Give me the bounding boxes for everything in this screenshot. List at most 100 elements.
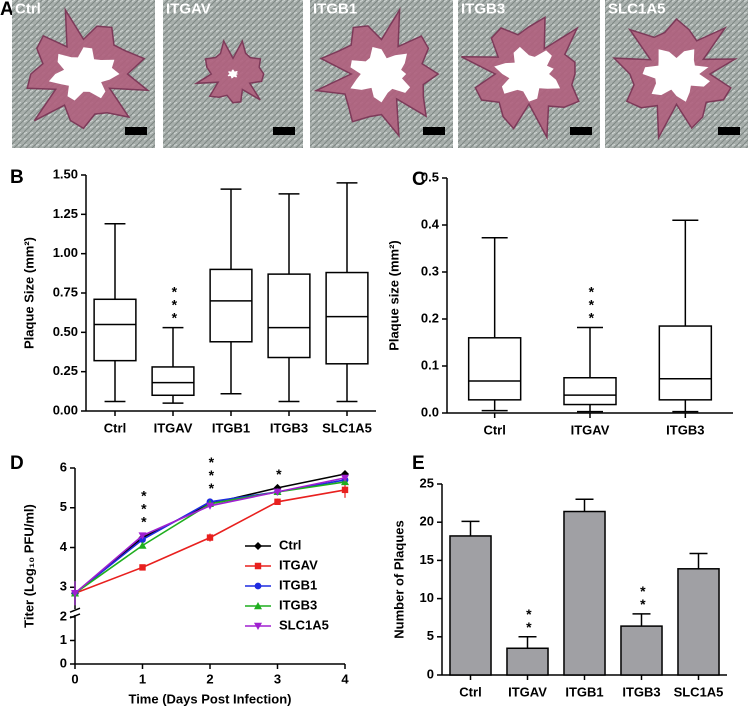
marker xyxy=(138,532,147,540)
significance: *** xyxy=(203,454,219,493)
significance: ** xyxy=(635,583,651,609)
panel-letter: C xyxy=(412,169,426,190)
y-tick-label: 5 xyxy=(60,499,67,514)
y-tick-label: 15 xyxy=(420,552,434,567)
y-axis-title: Number of Plaques xyxy=(391,520,406,638)
legend-marker xyxy=(254,542,262,550)
y-tick-label: 2 xyxy=(60,608,67,623)
x-tick-label: ITGAV xyxy=(571,422,610,437)
x-tick-label: ITGB3 xyxy=(622,684,660,699)
y-tick-label: 0.25 xyxy=(53,363,78,378)
significance: ** xyxy=(521,606,537,632)
scale-bar xyxy=(273,127,295,135)
plaque-center xyxy=(642,49,710,102)
y-tick-label: 0.1 xyxy=(421,357,439,372)
y-tick-label: 6 xyxy=(60,459,67,474)
marker xyxy=(206,502,214,510)
bar xyxy=(620,625,663,676)
x-tick-label: SLC1A5 xyxy=(674,684,724,699)
tile-label: ITGAV xyxy=(166,0,211,17)
axis-break xyxy=(69,607,81,613)
marker xyxy=(138,541,147,549)
x-tick-label: 1 xyxy=(139,671,146,686)
significance: *** xyxy=(136,488,152,527)
marker xyxy=(341,474,349,482)
y-tick-label: 1.00 xyxy=(53,245,78,260)
marker xyxy=(273,488,282,496)
y-tick-label: 5 xyxy=(427,628,434,643)
y-tick-label: 1.50 xyxy=(53,166,78,181)
y-tick-label: 4 xyxy=(60,539,68,554)
box xyxy=(658,325,713,401)
tile-label: SLC1A5 xyxy=(608,0,666,17)
x-tick-label: ITGAV xyxy=(154,420,193,435)
box xyxy=(467,337,522,401)
x-tick-label: 0 xyxy=(71,671,78,686)
y-tick-label: 1 xyxy=(60,632,67,647)
panel-letter: B xyxy=(10,167,24,188)
y-tick-label: 0.5 xyxy=(421,169,439,184)
legend-label: Ctrl xyxy=(279,537,301,552)
box xyxy=(151,366,195,397)
plaque-center xyxy=(350,47,411,103)
marker xyxy=(71,590,79,598)
x-axis-title: Time (Days Post Infection) xyxy=(128,691,291,706)
x-tick-label: Ctrl xyxy=(483,422,505,437)
legend-label: ITGAV xyxy=(279,557,318,572)
bar xyxy=(563,510,606,676)
y-tick-label: 0 xyxy=(427,666,434,681)
x-tick-label: ITGB1 xyxy=(212,420,250,435)
legend-marker xyxy=(254,562,262,570)
y-tick-label: 0 xyxy=(60,655,67,670)
marker xyxy=(274,498,281,505)
scale-bar xyxy=(423,127,445,135)
tile-label: Ctrl xyxy=(15,0,41,17)
y-axis-title: Plaque Size (mm²) xyxy=(21,237,36,349)
significance: * xyxy=(271,466,287,479)
significance: *** xyxy=(583,283,599,322)
y-tick-label: 0.75 xyxy=(53,284,78,299)
legend-label: ITGB3 xyxy=(279,597,317,612)
box xyxy=(325,271,369,365)
x-tick-label: Ctrl xyxy=(459,684,481,699)
y-tick-label: 0.2 xyxy=(421,310,439,325)
x-tick-label: 2 xyxy=(206,671,213,686)
x-tick-label: ITGB3 xyxy=(666,422,704,437)
y-tick-label: 3 xyxy=(60,579,67,594)
tile-label: ITGB3 xyxy=(461,0,505,17)
y-tick-label: 0.00 xyxy=(53,402,78,417)
y-tick-label: 10 xyxy=(420,590,434,605)
x-tick-label: 4 xyxy=(341,671,349,686)
y-tick-label: 25 xyxy=(420,475,434,490)
legend-marker xyxy=(254,602,262,610)
tile-label: ITGB1 xyxy=(313,0,357,17)
y-axis-title: Plaque size (mm²) xyxy=(386,240,401,351)
x-tick-label: SLC1A5 xyxy=(322,420,372,435)
x-tick-label: 3 xyxy=(274,671,281,686)
legend-label: ITGB1 xyxy=(279,577,317,592)
y-axis-title: Titer (Log₁₀ PFU/ml) xyxy=(21,504,36,628)
box xyxy=(267,273,311,359)
x-tick-label: ITGB1 xyxy=(565,684,603,699)
bar xyxy=(449,535,492,676)
y-tick-label: 1.25 xyxy=(53,206,78,221)
panel-letter: D xyxy=(10,453,24,474)
y-tick-label: 20 xyxy=(420,514,434,529)
y-tick-label: 0.4 xyxy=(421,216,440,231)
marker xyxy=(341,486,349,494)
scale-bar xyxy=(570,127,592,135)
legend-label: SLC1A5 xyxy=(279,617,329,632)
marker xyxy=(139,564,146,571)
scale-bar xyxy=(125,127,147,135)
x-tick-label: ITGAV xyxy=(508,684,547,699)
box xyxy=(209,268,253,343)
bar xyxy=(506,647,549,676)
y-tick-label: 0.50 xyxy=(53,324,78,339)
panel-letter: A xyxy=(0,0,14,20)
plaque-center xyxy=(48,47,120,101)
plaque-center xyxy=(227,69,239,79)
significance: *** xyxy=(166,284,182,323)
box xyxy=(93,298,137,362)
x-tick-label: Ctrl xyxy=(104,420,126,435)
